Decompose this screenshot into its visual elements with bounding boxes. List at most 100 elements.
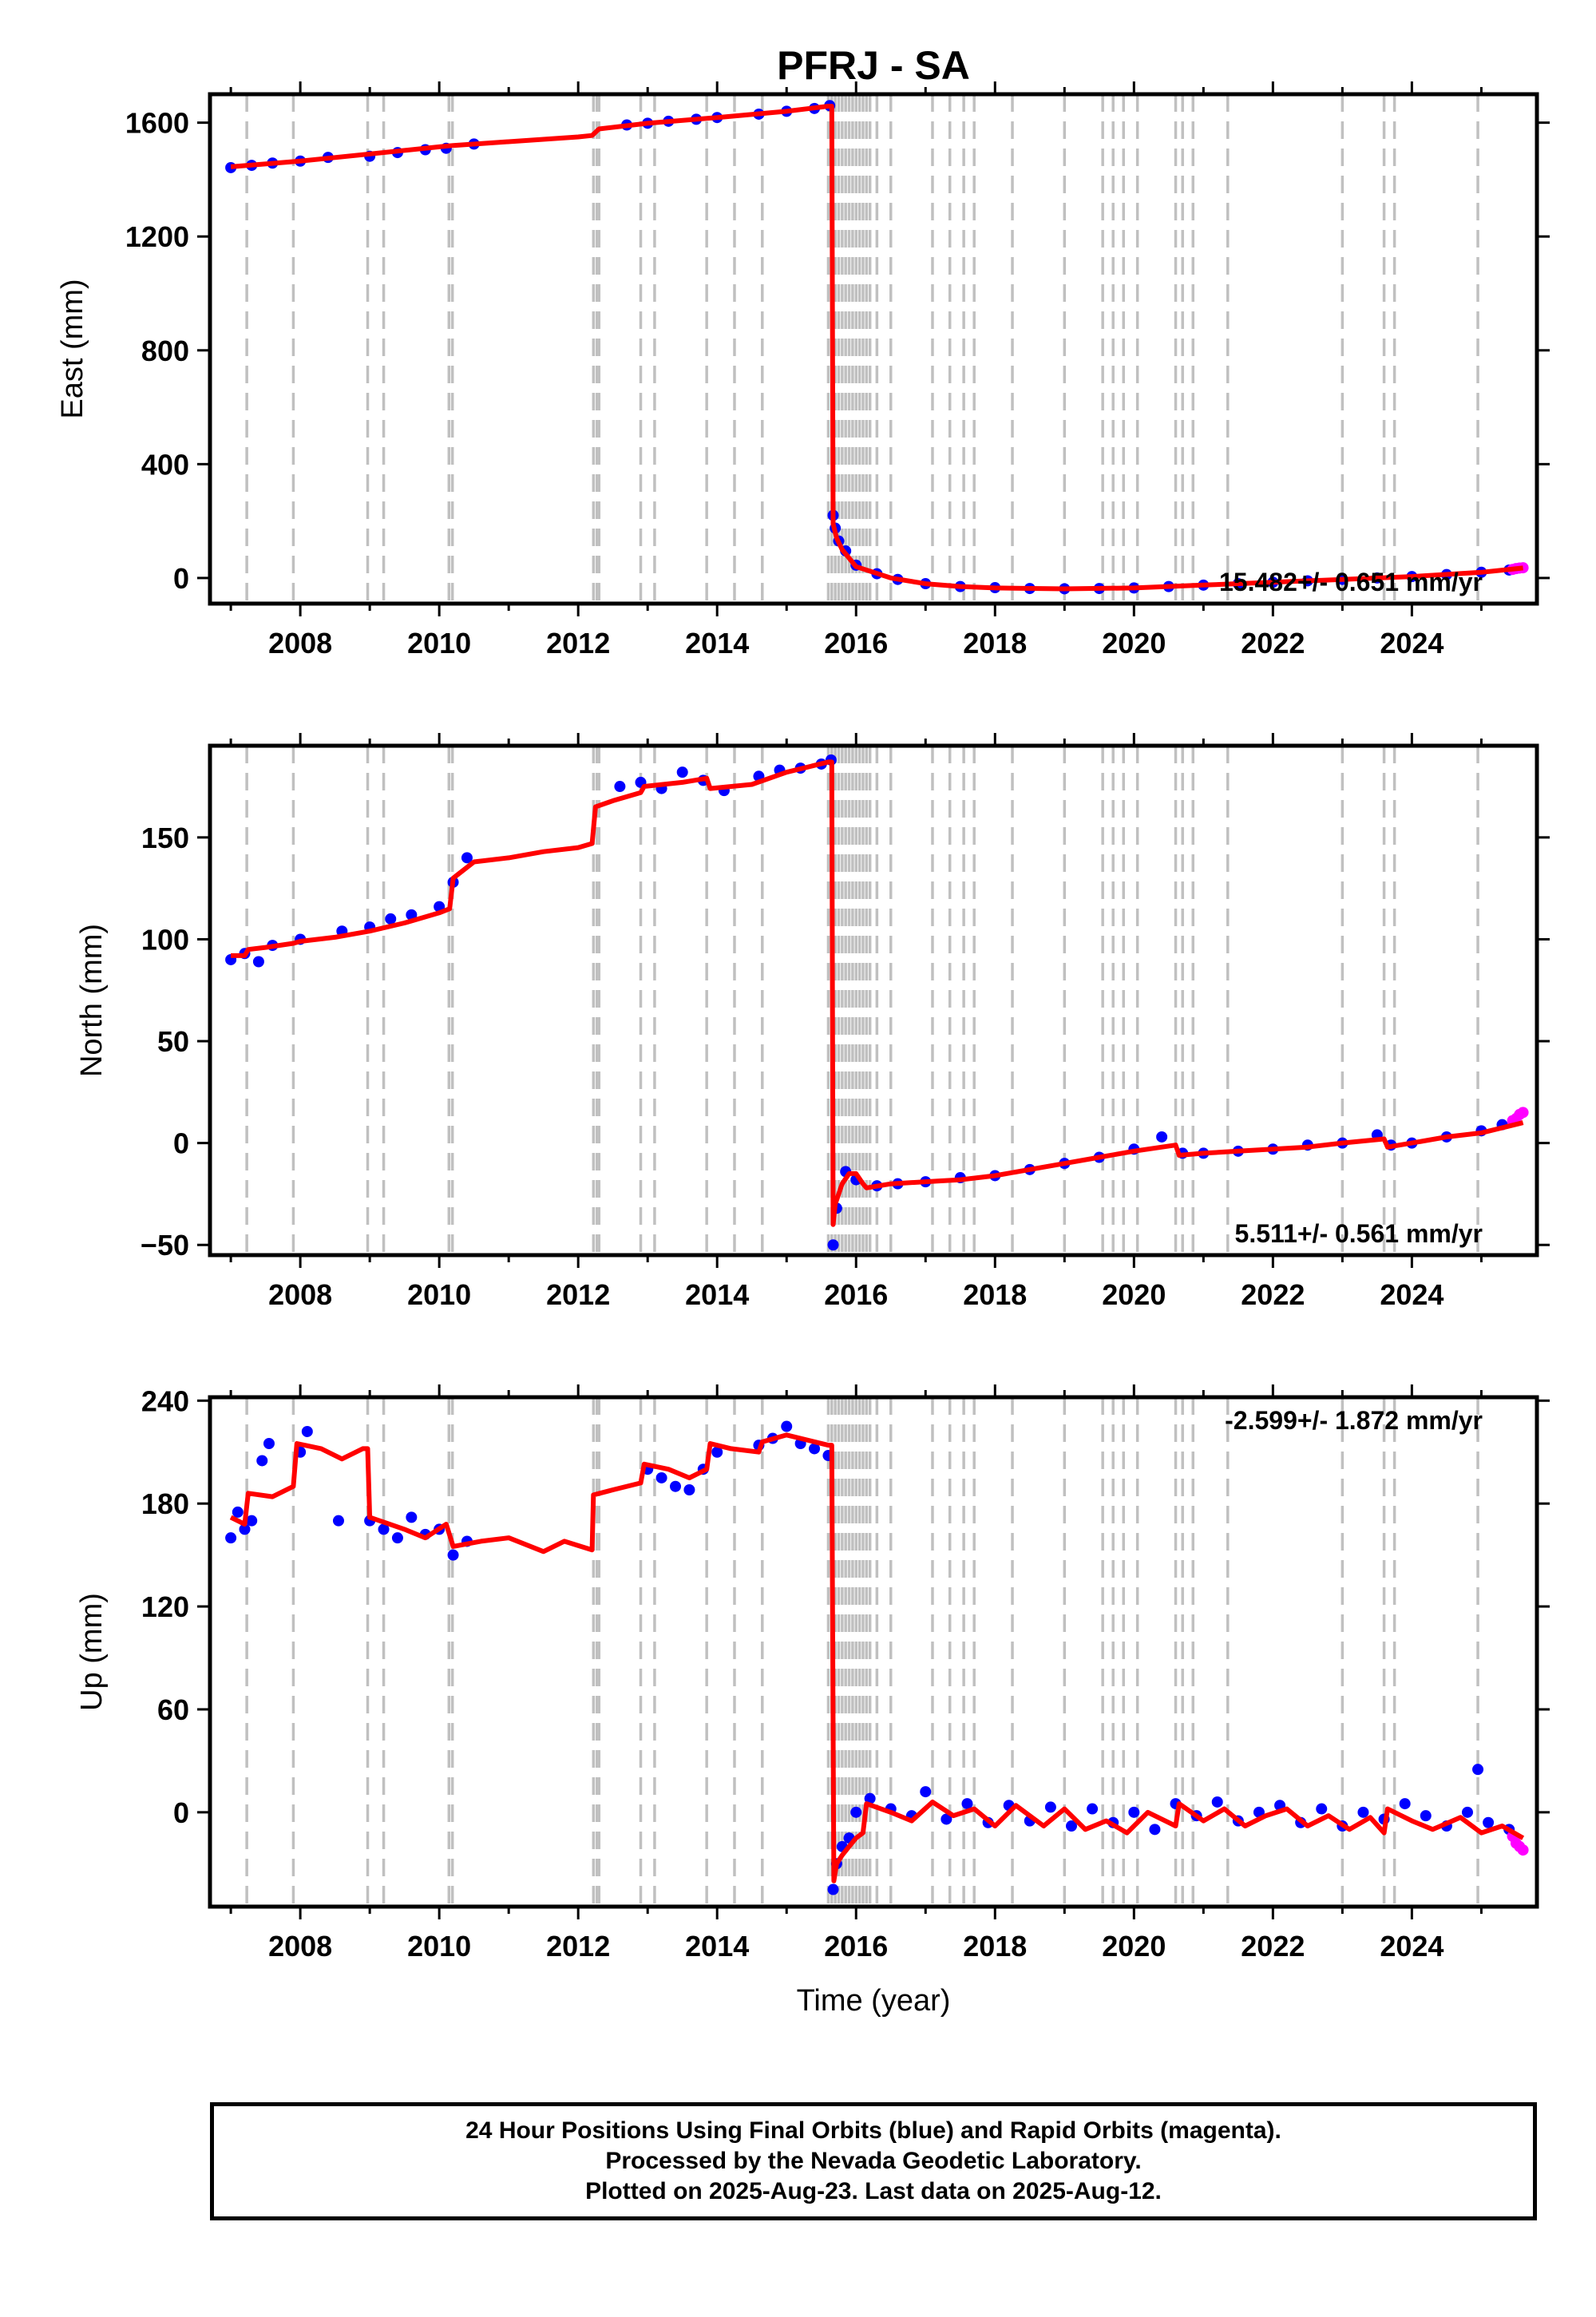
- final-orbit-point: [1357, 1806, 1369, 1818]
- final-orbit-point: [676, 766, 688, 778]
- final-orbit-point: [683, 1484, 695, 1495]
- final-orbit-point: [239, 1523, 251, 1535]
- final-orbit-point: [301, 1425, 313, 1437]
- y-tick-label: 50: [157, 1025, 189, 1058]
- final-orbit-point: [850, 1806, 862, 1818]
- final-orbit-point: [263, 1438, 275, 1449]
- x-tick-label: 2010: [407, 627, 471, 659]
- final-orbit-point: [827, 1239, 839, 1251]
- model-fit-line: [230, 104, 1523, 592]
- x-tick-label: 2014: [685, 627, 749, 659]
- x-tick-label: 2022: [1241, 1930, 1305, 1963]
- y-tick-label: 1200: [125, 220, 189, 253]
- x-tick-label: 2008: [268, 627, 332, 659]
- final-orbit-point: [447, 1549, 459, 1561]
- final-orbit-point: [655, 1471, 667, 1483]
- final-orbit-point: [827, 1883, 839, 1895]
- final-orbit-point: [252, 956, 264, 968]
- final-orbit-point: [1156, 1131, 1168, 1143]
- final-orbit-point: [809, 1443, 821, 1455]
- rapid-orbit-point: [1517, 1107, 1529, 1119]
- final-orbit-point: [1399, 1798, 1411, 1810]
- north-panel: −50 0 50 100 150 2008 2010 2012 2014 2016 2018 2020…: [75, 733, 1550, 1311]
- x-tick-label: 2018: [963, 1930, 1027, 1963]
- final-orbit-point: [1472, 1764, 1484, 1776]
- velocity-rate-label: 5.511+/- 0.561 mm/yr: [1235, 1219, 1483, 1248]
- final-orbit-point: [1044, 1801, 1056, 1813]
- plot-frame: [208, 1395, 1539, 1909]
- final-orbit-point: [1211, 1796, 1223, 1808]
- y-axis-label: Up (mm): [75, 1593, 109, 1711]
- x-tick-label: 2008: [268, 1278, 332, 1311]
- final-orbit-point: [920, 1786, 932, 1798]
- final-orbit-point: [941, 1813, 952, 1825]
- final-orbit-point: [378, 1523, 390, 1535]
- x-tick-label: 2014: [685, 1278, 749, 1311]
- final-orbit-point: [225, 1532, 237, 1544]
- up-panel: 0 60 120 180 240 2008 2010 2012 2014 2016 2018 2020…: [75, 1384, 1550, 2018]
- final-orbit-point: [961, 1798, 973, 1810]
- final-orbit-point: [1128, 1806, 1140, 1818]
- final-orbit-point: [781, 1420, 793, 1432]
- final-orbit-point: [1420, 1810, 1432, 1822]
- footer-line-orbits: 24 Hour Positions Using Final Orbits (bl…: [465, 2117, 1281, 2144]
- final-orbit-point: [391, 1532, 403, 1544]
- final-orbit-point: [1461, 1806, 1473, 1818]
- final-orbit-point: [461, 852, 473, 864]
- y-tick-label: 1600: [125, 107, 189, 140]
- velocity-rate-label: -2.599+/- 1.872 mm/yr: [1225, 1406, 1483, 1435]
- velocity-rate-label: 15.482+/- 0.651 mm/yr: [1219, 568, 1483, 596]
- x-tick-label: 2010: [407, 1278, 471, 1311]
- x-tick-label: 2020: [1102, 1278, 1166, 1311]
- figure-title: PFRJ - SA: [777, 43, 970, 88]
- x-tick-label: 2024: [1380, 1930, 1444, 1963]
- footer-caption-box: 24 Hour Positions Using Final Orbits (bl…: [210, 2102, 1537, 2220]
- x-tick-label: 2012: [546, 1930, 610, 1963]
- final-orbit-point: [1149, 1824, 1161, 1836]
- y-tick-label: 0: [173, 1796, 189, 1829]
- east-panel: 0 400 800 1200 1600 2008 2010 2012 2014 2016 2018 2…: [56, 81, 1550, 659]
- footer-line-plotted: Plotted on 2025-Aug-23. Last data on 202…: [585, 2178, 1162, 2204]
- final-orbit-point: [406, 1511, 418, 1523]
- x-tick-label: 2016: [824, 627, 888, 659]
- final-orbit-point: [1065, 1820, 1077, 1832]
- y-tick-label: 240: [141, 1384, 189, 1417]
- plot-frame: [208, 743, 1539, 1258]
- final-orbit-point: [1316, 1803, 1328, 1815]
- x-tick-label: 2014: [685, 1930, 749, 1963]
- final-orbit-point: [670, 1480, 682, 1492]
- x-tick-label: 2016: [824, 1930, 888, 1963]
- x-tick-label: 2008: [268, 1930, 332, 1963]
- x-axis-label: Time (year): [797, 1984, 951, 2018]
- y-tick-label: 180: [141, 1487, 189, 1520]
- final-orbit-point: [864, 1792, 876, 1804]
- x-tick-label: 2024: [1380, 1278, 1444, 1311]
- plot-frame: [208, 92, 1539, 606]
- y-tick-label: 60: [157, 1693, 189, 1726]
- y-tick-label: 150: [141, 822, 189, 854]
- x-tick-label: 2022: [1241, 1278, 1305, 1311]
- model-fit-line: [231, 759, 1524, 1227]
- final-orbit-point: [711, 1446, 723, 1458]
- x-tick-label: 2012: [546, 627, 610, 659]
- final-orbit-point: [614, 781, 626, 793]
- final-orbit-point: [332, 1515, 344, 1527]
- y-axis-label: East (mm): [56, 279, 89, 418]
- x-tick-label: 2022: [1241, 627, 1305, 659]
- x-tick-label: 2012: [546, 1278, 610, 1311]
- rapid-orbit-point: [1517, 1844, 1529, 1856]
- x-tick-label: 2018: [963, 627, 1027, 659]
- final-orbit-point: [246, 1515, 258, 1527]
- x-tick-label: 2020: [1102, 627, 1166, 659]
- model-fit-line: [229, 1432, 1525, 1883]
- final-orbit-point: [1483, 1816, 1495, 1828]
- x-tick-label: 2010: [407, 1930, 471, 1963]
- x-tick-label: 2024: [1380, 627, 1444, 659]
- x-tick-label: 2020: [1102, 1930, 1166, 1963]
- y-tick-label: 800: [141, 335, 189, 367]
- y-axis-label: North (mm): [75, 924, 109, 1077]
- final-orbit-point: [256, 1455, 268, 1467]
- y-tick-label: 0: [173, 562, 189, 595]
- y-tick-label: 400: [141, 448, 189, 481]
